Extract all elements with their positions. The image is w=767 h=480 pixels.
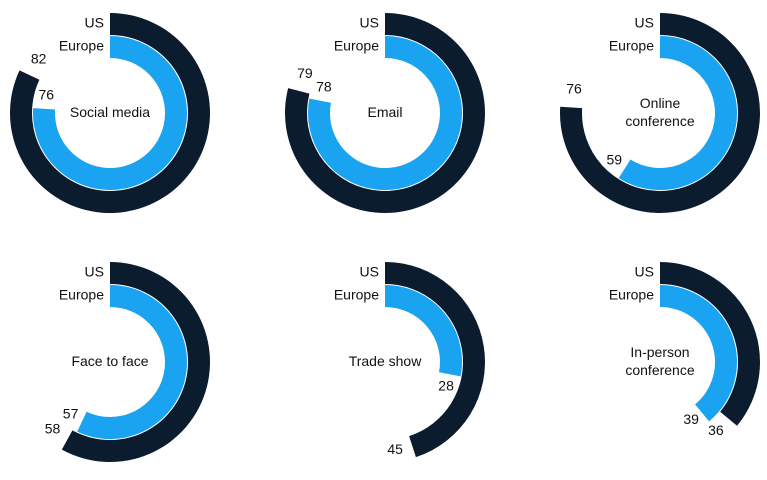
radial-bar: [385, 262, 485, 458]
value-label: 39: [683, 411, 699, 427]
chart-title: Social media: [70, 104, 150, 120]
value-label: 79: [297, 65, 313, 81]
legend-label: Europe: [59, 287, 104, 303]
radial-bar: [385, 285, 462, 377]
legend-label: Europe: [59, 38, 104, 54]
radial-bar: [660, 285, 738, 422]
legend-label: Europe: [609, 287, 654, 303]
chart-title: Online conference: [625, 95, 694, 129]
value-label: 76: [38, 87, 54, 103]
radial-bar: [77, 285, 187, 439]
value-label: 78: [316, 79, 332, 95]
legend-label: US: [360, 264, 379, 280]
value-label: 82: [31, 51, 47, 67]
radial-bar: [660, 262, 760, 426]
radial-bar: [618, 36, 738, 190]
value-label: 59: [606, 151, 622, 167]
value-label: 57: [63, 406, 79, 422]
value-label: 76: [566, 81, 582, 97]
value-label: 36: [708, 422, 724, 438]
value-label: 58: [45, 421, 61, 437]
value-label: 28: [438, 378, 454, 394]
chart-title: Email: [367, 104, 402, 120]
legend-label: Europe: [609, 38, 654, 54]
legend-label: Europe: [334, 287, 379, 303]
value-label: 45: [387, 441, 403, 457]
legend-label: US: [360, 15, 379, 31]
radial-bar: [61, 262, 210, 462]
legend-label: US: [635, 15, 654, 31]
chart-title: Face to face: [71, 353, 148, 369]
chart-title: In-person conference: [625, 344, 694, 378]
legend-label: US: [635, 264, 654, 280]
legend-label: US: [85, 264, 104, 280]
legend-label: US: [85, 15, 104, 31]
chart-title: Trade show: [349, 353, 423, 369]
legend-label: Europe: [334, 38, 379, 54]
